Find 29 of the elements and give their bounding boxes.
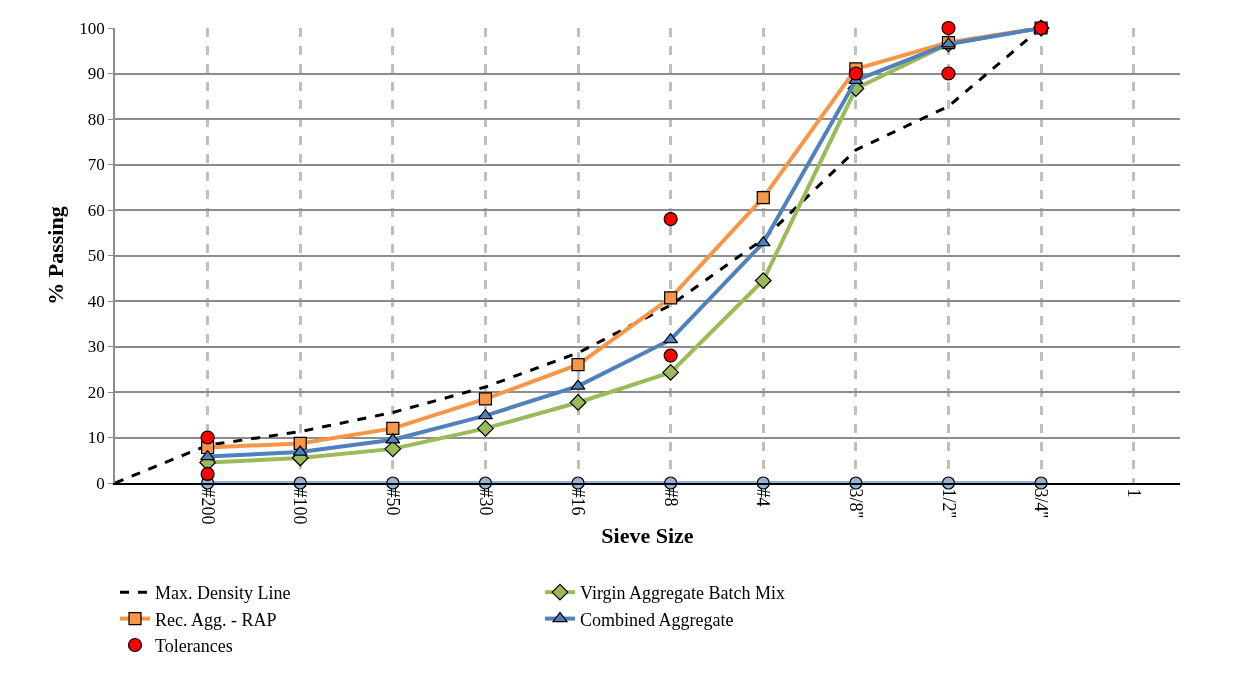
y-tick-label: 20 xyxy=(87,382,105,402)
legend-label: Rec. Agg. - RAP xyxy=(155,609,277,630)
y-tick-label: 60 xyxy=(87,200,105,220)
x-tick-label: #200 xyxy=(197,488,218,525)
legend-label: Tolerances xyxy=(155,636,233,657)
y-tick-label: 100 xyxy=(79,18,105,38)
x-tick-label: #100 xyxy=(290,488,311,525)
y-tick-label: 70 xyxy=(87,155,105,175)
x-tick-label: #8 xyxy=(660,488,681,507)
y-tick-label: 80 xyxy=(87,109,105,129)
x-tick-label: 1/2'' xyxy=(938,488,959,519)
y-axis-title: % Passing xyxy=(42,206,68,305)
x-tick-label: 1 xyxy=(1123,488,1144,498)
legend-label: Max. Density Line xyxy=(155,583,291,604)
x-tick-label: #16 xyxy=(568,488,589,516)
x-tick-label: #4 xyxy=(753,488,774,507)
y-tick-label: 30 xyxy=(87,337,105,357)
x-axis-title: Sieve Size xyxy=(601,523,694,548)
x-tick-label: 3/8'' xyxy=(846,488,867,519)
x-tick-label: #50 xyxy=(382,488,403,516)
legend-label: Virgin Aggregate Batch Mix xyxy=(580,583,786,604)
y-tick-label: 50 xyxy=(87,246,105,266)
x-tick-label: #30 xyxy=(475,488,496,516)
y-tick-label: 40 xyxy=(87,291,105,311)
legend-label: Combined Aggregate xyxy=(580,609,734,630)
x-tick-label: 3/4'' xyxy=(1031,488,1052,519)
y-tick-label: 10 xyxy=(87,428,105,448)
y-tick-label: 0 xyxy=(96,473,105,493)
y-tick-label: 90 xyxy=(87,64,105,84)
